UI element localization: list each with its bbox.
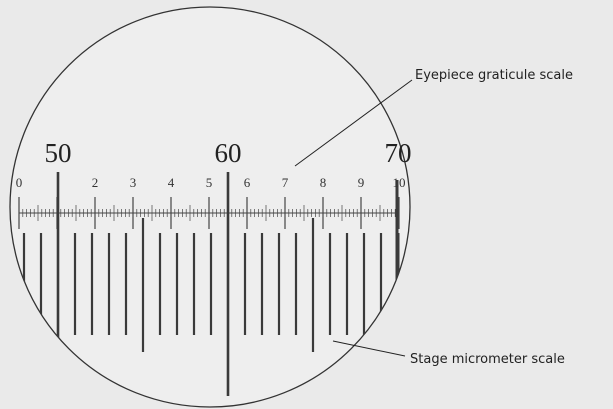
eyepiece-number: 7 — [282, 175, 289, 190]
stage-number: 50 — [45, 138, 72, 168]
eyepiece-number: 6 — [244, 175, 251, 190]
eyepiece-number: 10 — [393, 175, 406, 190]
eyepiece-number: 4 — [168, 175, 175, 190]
stage-number: 70 — [385, 138, 412, 168]
stage-number: 60 — [215, 138, 242, 168]
eyepiece-label: Eyepiece graticule scale — [415, 68, 573, 83]
eyepiece-number: 5 — [206, 175, 213, 190]
field-of-view — [10, 7, 410, 407]
eyepiece-number: 8 — [320, 175, 327, 190]
eyepiece-number: 9 — [358, 175, 365, 190]
eyepiece-number: 2 — [92, 175, 99, 190]
stage-label: Stage micrometer scale — [410, 352, 565, 367]
diagram: Eyepiece graticule scale Stage micromete… — [0, 0, 613, 409]
eyepiece-number: 0 — [16, 175, 23, 190]
eyepiece-number: 3 — [130, 175, 137, 190]
